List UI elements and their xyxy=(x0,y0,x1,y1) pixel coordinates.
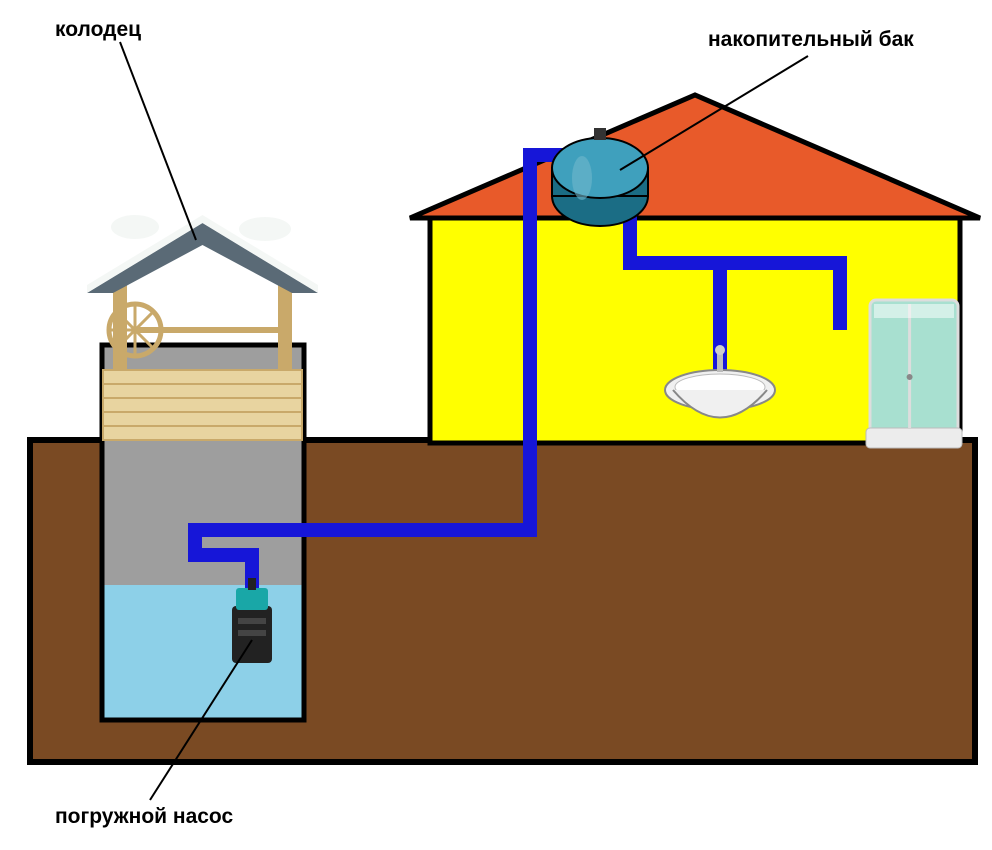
well-house xyxy=(87,215,318,440)
callout-line-well xyxy=(120,42,196,240)
diagram-canvas xyxy=(0,0,992,850)
submersible-pump xyxy=(232,578,272,663)
house-roof xyxy=(410,95,980,218)
shower-cabin xyxy=(866,300,962,448)
